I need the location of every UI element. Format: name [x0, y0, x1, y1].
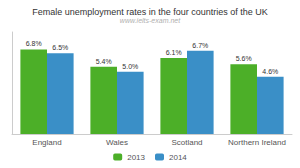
svg-text:5.6%: 5.6% — [236, 55, 252, 62]
svg-text:6.5%: 6.5% — [52, 44, 68, 51]
svg-text:6.7%: 6.7% — [192, 42, 208, 49]
svg-text:5.0%: 5.0% — [122, 63, 138, 70]
svg-text:Female unemployment rates in t: Female unemployment rates in the four co… — [32, 7, 268, 17]
svg-text:www.ielts-exam.net: www.ielts-exam.net — [120, 17, 181, 24]
svg-text:6.8%: 6.8% — [26, 40, 42, 47]
svg-text:Northern Ireland: Northern Ireland — [228, 138, 286, 147]
svg-text:4.6%: 4.6% — [262, 68, 278, 75]
svg-text:England: England — [32, 138, 61, 147]
svg-text:Scotland: Scotland — [171, 138, 202, 147]
svg-text:5.4%: 5.4% — [96, 58, 112, 65]
svg-text:2014: 2014 — [169, 153, 187, 162]
svg-text:2013: 2013 — [127, 153, 145, 162]
svg-text:Wales: Wales — [106, 138, 128, 147]
svg-text:6.1%: 6.1% — [166, 49, 182, 56]
